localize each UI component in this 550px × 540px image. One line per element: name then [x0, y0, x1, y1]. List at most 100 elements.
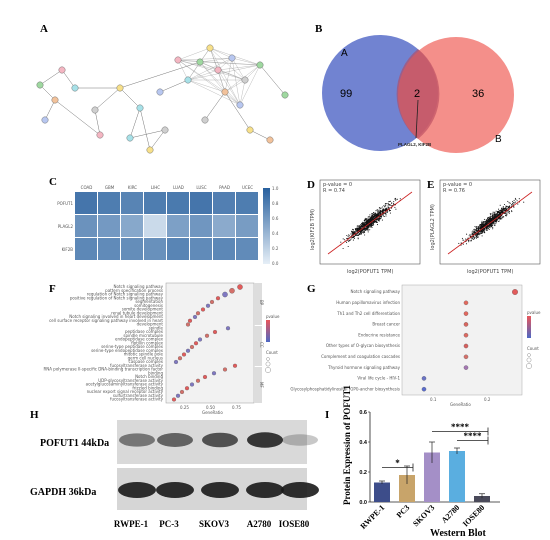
scatter-point [356, 229, 358, 231]
kegg-dot [463, 322, 469, 327]
scatter-point [396, 198, 398, 200]
scatter-point [481, 235, 483, 237]
scatter-point [381, 211, 383, 213]
scatter-point [366, 227, 368, 229]
heatmap-colorbar-tick: 1.0 [272, 186, 279, 191]
scatter-point [513, 206, 515, 208]
bar [424, 452, 440, 502]
heatmap-cell [121, 215, 143, 237]
heatmap-cell [144, 192, 166, 214]
scatter-point [380, 212, 382, 214]
western-blot: POFUT1 44kDa GAPDH 36kDa RWPE-1 PC-3 SKOV3… [30, 420, 319, 529]
blot-lane-label: PC-3 [159, 519, 179, 529]
scatter-point [383, 209, 385, 211]
scatter-e-xlabel: log2(POFUT1 TPM) [467, 269, 513, 275]
scatter-point [495, 214, 497, 216]
scatter-point [366, 218, 368, 220]
scatter-point [477, 225, 479, 227]
scatter-point [475, 235, 477, 237]
go-term-label: pattern specification process [105, 288, 163, 293]
go-term-label: serine-type endopeptidase complex [91, 348, 164, 353]
panel-letter-g: G [307, 283, 316, 295]
bar-xlabel: Western Blot [430, 528, 486, 539]
heatmap-cell [167, 192, 189, 214]
scatter-point [364, 220, 366, 222]
scatter-point [490, 218, 492, 220]
scatter-point [484, 224, 486, 226]
go-dot [171, 397, 177, 402]
scatter-point [494, 223, 496, 225]
heatmap-cell [190, 238, 212, 260]
scatter-point [378, 207, 381, 209]
scatter-point [390, 204, 392, 206]
scatter-point [367, 226, 369, 228]
scatter-point [492, 213, 494, 215]
network-edge [39, 69, 63, 86]
scatter-point [370, 218, 372, 220]
scatter-point [358, 234, 360, 236]
scatter-point [490, 215, 492, 217]
go-dot [195, 311, 201, 316]
network-edge [199, 57, 233, 63]
scatter-point [384, 203, 386, 205]
blot-lane-label: A2780 [247, 519, 272, 529]
scatter-point [475, 226, 477, 228]
scatter-point [475, 228, 478, 230]
network-node [196, 58, 204, 66]
venn-diagram: A B 99 2 36 PLAGL2, KIF2B [322, 35, 514, 153]
scatter-point [369, 223, 371, 226]
go-term-label: caspase complex [129, 359, 164, 364]
network-edge [239, 79, 246, 106]
heatmap-colorbar-tick: 0.2 [272, 246, 279, 251]
scatter-point [375, 221, 377, 224]
heatmap-colorbar [263, 188, 270, 264]
panel-letter-b: B [315, 23, 323, 35]
scatter-point [496, 219, 498, 221]
scatter-point [379, 207, 382, 209]
bar-y-tick-label: 0.4 [359, 440, 368, 446]
venn-label-a: A [341, 48, 348, 59]
scatter-d-pvalue: p-value = 0 [323, 182, 352, 188]
scatter-point [376, 224, 379, 226]
scatter-point [471, 237, 473, 239]
scatter-point [484, 228, 486, 230]
scatter-point [494, 213, 496, 215]
scatter-point [364, 234, 366, 236]
go-dot [179, 389, 185, 395]
scatter-point [348, 234, 350, 236]
scatter-point [468, 235, 470, 237]
venn-overlap [396, 49, 440, 139]
go-dot [205, 303, 211, 308]
scatter-point [502, 206, 504, 208]
scatter-point [357, 238, 359, 240]
kegg-term-label: Human papillomavirus infection [336, 300, 400, 305]
heatmap-cell [75, 215, 97, 237]
go-legend: pvalue Count [265, 314, 280, 373]
go-term-label: somitogenesis [134, 303, 163, 308]
heatmap-column-label: UCEC [242, 185, 253, 190]
scatter-point [488, 216, 490, 218]
scatter-point [346, 237, 349, 240]
network-node [116, 84, 124, 92]
scatter-point [347, 236, 349, 238]
kegg-dot [421, 376, 427, 381]
scatter-point [362, 231, 364, 234]
go-dot [177, 356, 183, 361]
scatter-point [379, 219, 381, 221]
scatter-point [477, 229, 479, 231]
scatter-point [374, 221, 376, 223]
venn-pointer-line [415, 99, 419, 139]
network-edge [231, 57, 246, 81]
heatmap-column-label: PAAD [219, 185, 230, 190]
network-edge [129, 107, 141, 139]
go-section-cc: CC [259, 342, 264, 348]
go-dot [222, 367, 228, 372]
scatter-point [501, 216, 503, 219]
venn-overlap-genes: PLAGL2, KIF2B [398, 142, 432, 147]
kegg-term-label: Breast cancer [372, 322, 400, 327]
heatmap-column-label: LUSC [196, 185, 206, 190]
scatter-point [351, 236, 353, 238]
go-term-label: development [137, 322, 164, 327]
scatter-point [388, 204, 390, 206]
network-node [256, 61, 264, 69]
